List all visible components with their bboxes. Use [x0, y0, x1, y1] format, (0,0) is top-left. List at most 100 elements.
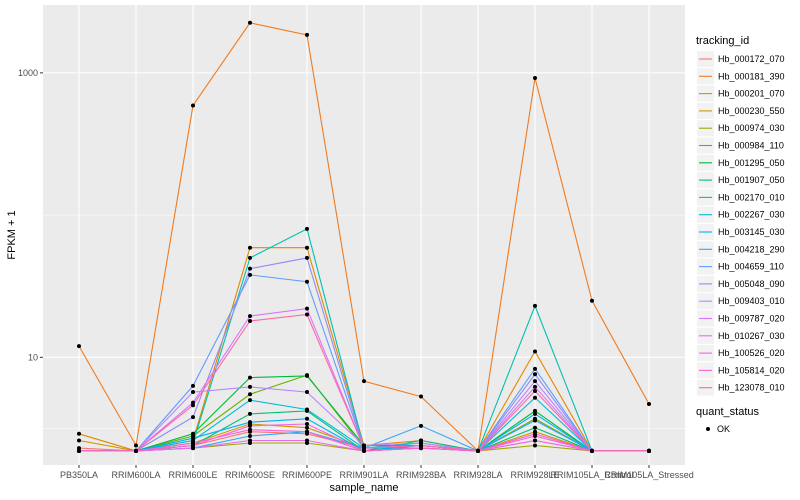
data-point: [362, 448, 366, 453]
data-point: [248, 266, 252, 271]
legend-label: Hb_000974_030: [718, 123, 785, 133]
data-point: [362, 446, 366, 451]
data-point: [305, 429, 309, 434]
x-tick-label: RRIM901LA: [339, 470, 388, 480]
x-tick-label: RRIM928BA: [396, 470, 446, 480]
data-point: [533, 395, 537, 400]
data-point: [590, 298, 594, 303]
data-point: [77, 448, 81, 453]
data-point: [248, 423, 252, 428]
data-point: [248, 20, 252, 25]
data-point: [191, 431, 195, 436]
legend-label: Hb_004218_290: [718, 244, 785, 254]
data-point: [305, 438, 309, 443]
legend-label: Hb_009787_020: [718, 314, 785, 324]
data-point: [191, 436, 195, 441]
legend-label: Hb_001907_050: [718, 175, 785, 185]
data-point: [305, 279, 309, 284]
data-point: [191, 103, 195, 108]
data-point: [305, 407, 309, 412]
data-point: [248, 314, 252, 319]
data-point: [533, 418, 537, 423]
legend-label: Hb_001295_050: [718, 158, 785, 168]
data-point: [533, 438, 537, 443]
x-tick-label: RRIM105LA_Control: [550, 470, 633, 480]
quant-status-title: quant_status: [696, 406, 759, 418]
data-point: [533, 372, 537, 377]
legend-label: Hb_123078_010: [718, 383, 785, 393]
data-point: [647, 448, 651, 453]
data-point: [590, 448, 594, 453]
legend-label: Hb_000201_070: [718, 89, 785, 99]
x-tick-label: RRIM928LE: [510, 470, 559, 480]
data-point: [248, 420, 252, 425]
data-point: [533, 379, 537, 384]
data-point: [191, 390, 195, 395]
data-point: [419, 394, 423, 399]
data-point: [248, 319, 252, 324]
data-point: [248, 433, 252, 438]
x-tick-label: RRIM600LA: [111, 470, 160, 480]
quant-status-key: [706, 427, 710, 431]
data-point: [305, 255, 309, 260]
data-point: [305, 373, 309, 378]
data-point: [533, 76, 537, 81]
data-point: [248, 411, 252, 416]
data-point: [533, 366, 537, 371]
data-point: [77, 446, 81, 451]
legend-label: Hb_000984_110: [718, 141, 784, 151]
data-point: [248, 245, 252, 250]
legend-label: Hb_000172_070: [718, 54, 785, 64]
legend-label: Hb_000181_390: [718, 71, 785, 81]
data-point: [191, 415, 195, 420]
data-point: [248, 398, 252, 403]
x-axis-title: sample_name: [329, 482, 398, 494]
data-points: [77, 20, 651, 453]
y-axis-title: FPKM + 1: [6, 210, 18, 259]
data-point: [305, 306, 309, 311]
data-point: [191, 440, 195, 445]
data-point: [533, 384, 537, 389]
data-point: [305, 416, 309, 421]
legend-label: Hb_000230_550: [718, 106, 785, 116]
data-point: [191, 383, 195, 388]
legend-label: Hb_005048_090: [718, 279, 785, 289]
data-point: [362, 379, 366, 384]
data-point: [248, 375, 252, 380]
data-point: [533, 408, 537, 413]
x-tick-label: RRIM105LA_Stressed: [604, 470, 694, 480]
data-point: [248, 272, 252, 277]
data-point: [305, 32, 309, 37]
data-point: [533, 388, 537, 393]
y-tick-label: 1000: [18, 68, 38, 78]
y-axis: 10 1000: [18, 68, 43, 362]
legend-label: Hb_100526_020: [718, 348, 785, 358]
data-point: [533, 303, 537, 308]
data-point: [248, 384, 252, 389]
legend-label: Hb_002170_010: [718, 192, 785, 202]
legend: tracking_id Hb_000172_070Hb_000181_390Hb…: [696, 35, 785, 434]
y-tick-label: 10: [28, 352, 38, 362]
x-axis: PB350LA RRIM600LA RRIM600LE RRIM600SE RRIM60…: [60, 465, 694, 480]
data-point: [248, 255, 252, 260]
legend-label: Hb_003145_030: [718, 227, 785, 237]
data-point: [305, 425, 309, 430]
data-point: [305, 245, 309, 250]
legend-label: Hb_004659_110: [718, 262, 784, 272]
legend-label: Hb_010267_030: [718, 331, 785, 341]
quant-status-label: OK: [717, 424, 730, 434]
data-point: [647, 401, 651, 406]
data-point: [533, 411, 537, 416]
data-point: [77, 431, 81, 436]
data-point: [533, 443, 537, 448]
data-point: [476, 448, 480, 453]
x-tick-label: RRIM600SE: [225, 470, 275, 480]
legend-label: Hb_105814_020: [718, 365, 785, 375]
legend-title: tracking_id: [696, 35, 749, 47]
data-point: [248, 438, 252, 443]
legend-items: Hb_000172_070 Hb_000181_390 Hb_000201_070 H…: [697, 51, 785, 396]
data-point: [533, 433, 537, 438]
data-point: [134, 443, 138, 448]
grid-lines: [43, 5, 685, 465]
